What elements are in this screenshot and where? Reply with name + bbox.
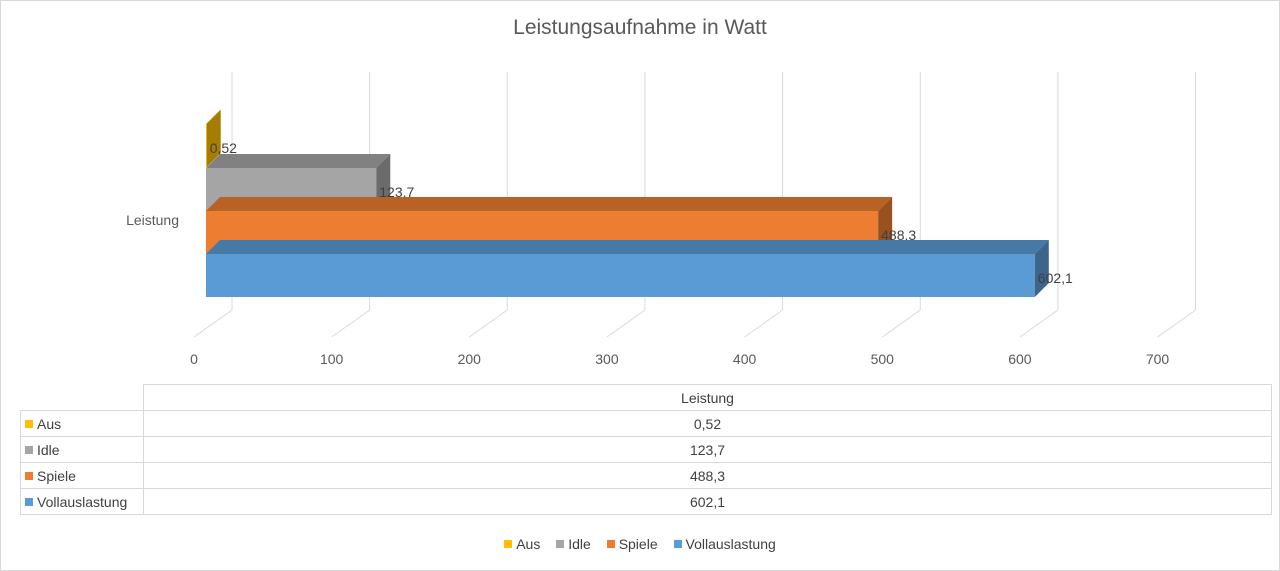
x-tick-label: 0 [190, 351, 198, 367]
bar-side [878, 197, 893, 254]
legend-label: Aus [516, 536, 541, 552]
x-tick-label: 600 [1008, 351, 1032, 367]
data-table-corner [20, 384, 144, 411]
floor-gridline [1157, 309, 1196, 338]
legend-swatch [504, 540, 513, 548]
data-table-key: Idle [20, 436, 144, 463]
legend-item[interactable]: Spiele [606, 536, 658, 552]
x-tick-label: 400 [733, 351, 757, 367]
bar-top [206, 197, 893, 211]
series-name: Idle [37, 441, 60, 458]
legend-label: Vollauslastung [685, 536, 776, 552]
data-table-row: Vollauslastung 602,1 [20, 488, 1272, 515]
legend-swatch [556, 540, 565, 548]
floor-gridline [331, 309, 370, 338]
data-table-header: Leistung [143, 384, 1272, 411]
x-tick-label: 700 [1146, 351, 1170, 367]
floor-gridline [193, 309, 233, 338]
data-table-value: 0,52 [143, 410, 1272, 437]
series-swatch [25, 419, 33, 428]
data-label: 0,52 [210, 140, 237, 156]
legend-item[interactable]: Aus [504, 536, 540, 552]
data-table-key: Spiele [20, 462, 144, 489]
x-tick-label: 300 [595, 351, 619, 367]
data-label: 602,1 [1038, 270, 1073, 286]
data-table-row: Aus 0,52 [20, 410, 1272, 437]
legend-label: Spiele [618, 536, 658, 552]
legend-swatch [606, 540, 615, 548]
bar-side [206, 110, 221, 167]
data-table-key: Aus [20, 410, 144, 437]
floor-gridline [469, 309, 508, 338]
floor-gridline [881, 309, 921, 338]
series-name: Vollauslastung [37, 493, 128, 510]
data-label: 488,3 [881, 227, 916, 243]
legend-item[interactable]: Idle [556, 536, 591, 552]
series-swatch [25, 445, 33, 454]
bar-side [1034, 240, 1049, 297]
series-swatch [25, 471, 33, 480]
data-table-value: 488,3 [143, 462, 1272, 489]
data-table-row: Idle 123,7 [20, 436, 1272, 463]
bar [206, 124, 207, 167]
data-table-value: 123,7 [143, 436, 1272, 463]
data-table-value: 602,1 [143, 488, 1272, 515]
bar-top [206, 240, 1049, 254]
plot-area: 0 100 200 300 400 500 600 700 Leistung 0,52 123,7 4… [126, 72, 1197, 367]
bar-side [376, 154, 391, 211]
legend: Aus Idle Spiele Vollauslastung [0, 536, 1280, 552]
floor-gridline [606, 309, 646, 338]
data-table-row: Spiele 488,3 [20, 462, 1272, 489]
series-name: Spiele [37, 467, 76, 484]
chart-title: Leistungsaufnahme in Watt [513, 16, 767, 39]
data-table-key: Vollauslastung [20, 488, 144, 515]
data-label: 123,7 [379, 184, 414, 200]
x-tick-label: 500 [871, 351, 895, 367]
series-swatch [25, 497, 33, 506]
bar [206, 254, 1035, 297]
x-tick-label: 200 [458, 351, 482, 367]
bar-top [206, 154, 391, 168]
floor-gridline [1019, 309, 1059, 338]
bar-top [206, 110, 221, 124]
series-name: Aus [37, 415, 62, 432]
legend-item[interactable]: Vollauslastung [673, 536, 776, 552]
legend-label: Idle [568, 536, 591, 552]
data-table: Leistung Aus 0,52 Idle 123,7 Spiele 488,… [20, 384, 1272, 515]
x-tick-label: 100 [320, 351, 344, 367]
category-label: Leistung [126, 212, 179, 228]
floor-gridline [744, 309, 783, 338]
data-table-header-row: Leistung [20, 384, 1272, 411]
legend-swatch [673, 540, 682, 548]
